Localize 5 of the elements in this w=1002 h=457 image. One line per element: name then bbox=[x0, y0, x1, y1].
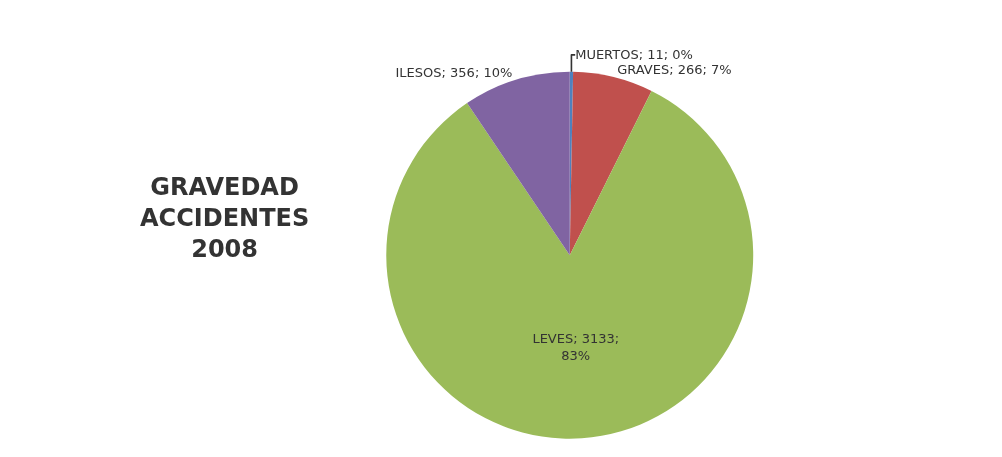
text: GRAVEDAD ACCIDENTES 2008 bbox=[140, 173, 310, 264]
slice-label: ILESOS; 356; 10% bbox=[395, 65, 513, 81]
slice-label: GRAVES; 266; 7% bbox=[617, 62, 732, 78]
slice-label: MUERTOS; 11; 0% bbox=[575, 47, 693, 63]
slice-label: LEVES; 3133; 83% bbox=[532, 330, 620, 363]
